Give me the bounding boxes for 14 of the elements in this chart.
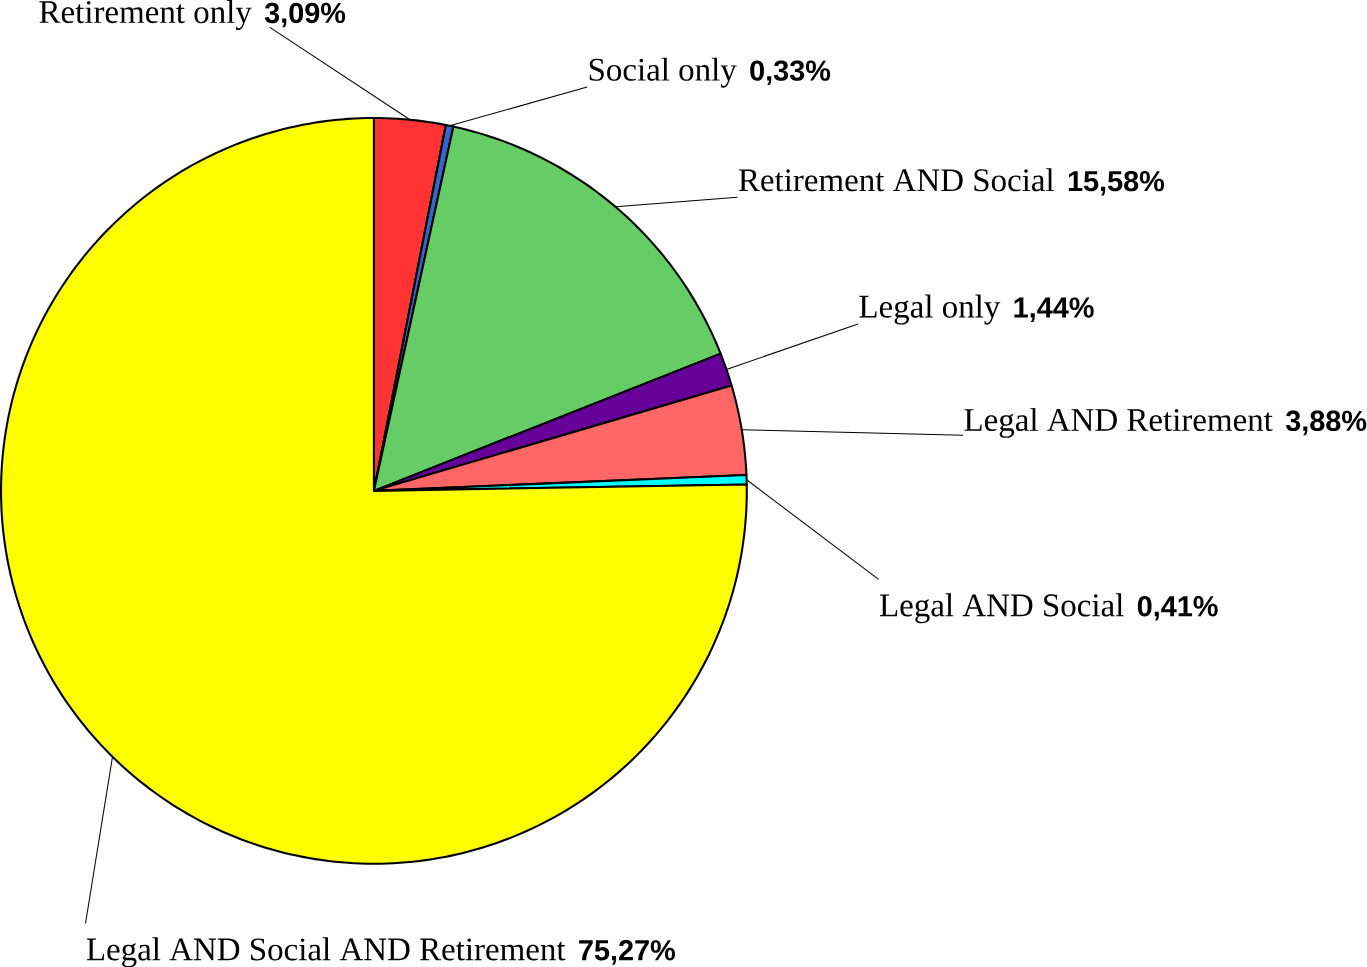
data-label: 3,09% [264, 2, 346, 28]
slice-label: Legal AND Social AND Retirement [86, 937, 566, 967]
slice-label: Legal AND Retirement [964, 407, 1273, 438]
data-label: 0,41% [1137, 595, 1218, 621]
data-label: 3,88% [1285, 410, 1367, 436]
slice-label: Retirement only [39, 0, 252, 30]
slice-label: Legal AND Social [879, 593, 1124, 624]
data-label: 75,27% [579, 939, 675, 965]
slice-label: Social only [589, 57, 737, 88]
data-label: 0,33% [750, 60, 831, 85]
slice-label: Legal only [859, 294, 1001, 325]
slice-label: Retirement AND Social [738, 168, 1054, 192]
data-label: 15,58% [1068, 170, 1165, 196]
data-label: 1,44% [1014, 297, 1094, 322]
